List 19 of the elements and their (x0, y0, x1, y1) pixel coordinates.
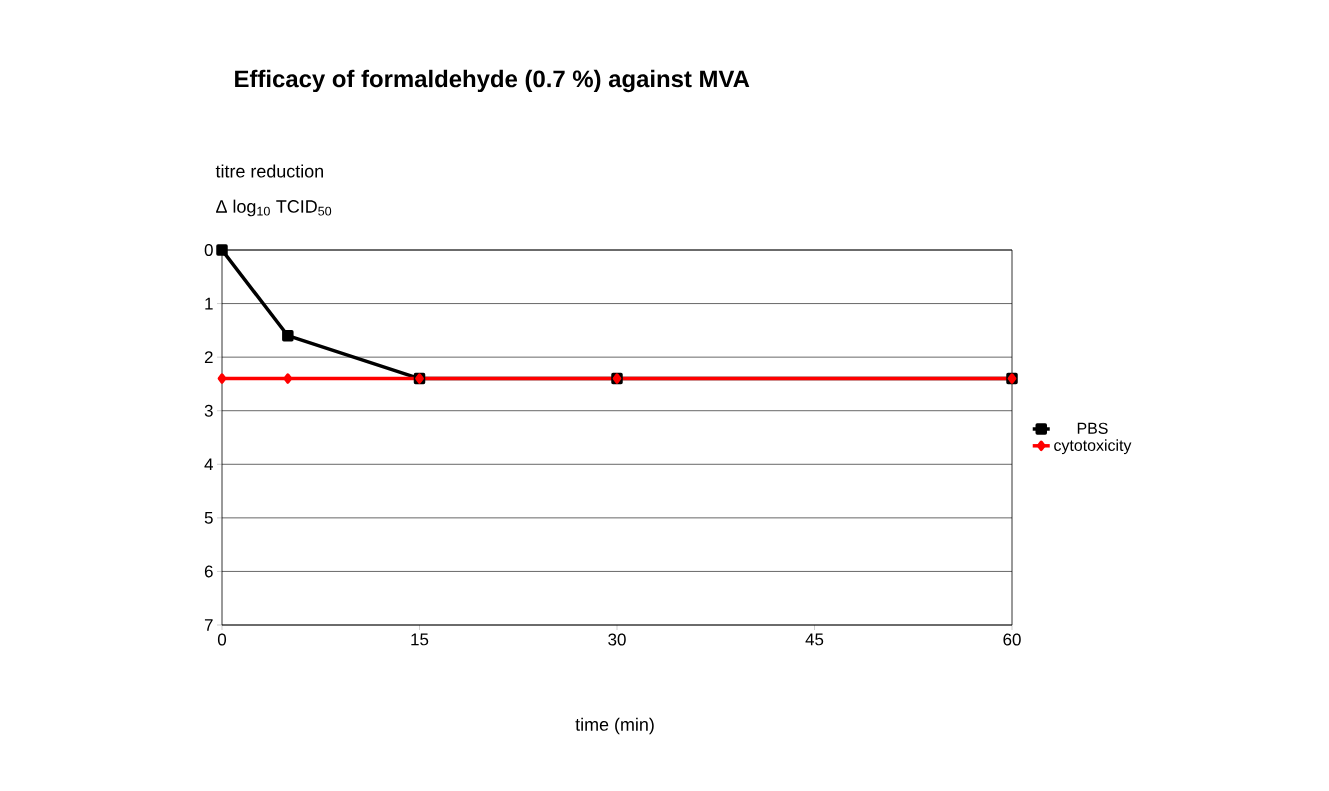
y-tick-label: 7 (204, 619, 213, 631)
chart-title: Efficacy of formaldehyde (0.7 %) against MVA (235, 69, 750, 93)
text: Δ log$_{10}$ TCID$_{50}$ (216, 199, 332, 217)
legend-label: PBS (1077, 422, 1108, 434)
x-tick-label: 45 (805, 633, 824, 646)
y-axis-title: titre reduction (215, 164, 323, 178)
y-tick-label: 5 (204, 511, 213, 524)
y-tick-label: 2 (204, 351, 213, 364)
x-axis-title: time (min) (575, 717, 654, 735)
x-tick-label: 30 (608, 633, 626, 646)
x-tick-label: 15 (411, 633, 429, 646)
x-tick-label: 60 (1003, 633, 1021, 646)
y-tick-label: 0 (204, 244, 213, 256)
y-tick-label: 4 (204, 458, 213, 471)
x-tick-label: 0 (217, 633, 227, 646)
y-tick-label: 1 (205, 297, 213, 310)
y-tick-label: 3 (204, 404, 213, 417)
legend-label: cytotoxicity (1054, 439, 1132, 455)
y-tick-label: 6 (204, 565, 213, 578)
